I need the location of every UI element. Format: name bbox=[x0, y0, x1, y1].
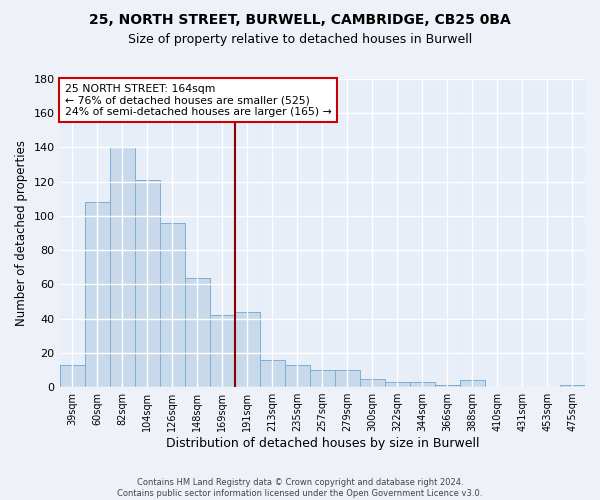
Bar bbox=[110, 148, 134, 387]
Text: Size of property relative to detached houses in Burwell: Size of property relative to detached ho… bbox=[128, 32, 472, 46]
Bar bbox=[560, 386, 585, 387]
Bar bbox=[285, 365, 310, 387]
Bar bbox=[209, 315, 235, 387]
Bar bbox=[310, 370, 335, 387]
Bar bbox=[260, 360, 285, 387]
Text: 25 NORTH STREET: 164sqm
← 76% of detached houses are smaller (525)
24% of semi-d: 25 NORTH STREET: 164sqm ← 76% of detache… bbox=[65, 84, 332, 117]
Bar bbox=[460, 380, 485, 387]
Bar bbox=[235, 312, 260, 387]
Bar bbox=[335, 370, 360, 387]
Bar bbox=[410, 382, 435, 387]
Bar bbox=[160, 223, 185, 387]
Bar bbox=[85, 202, 110, 387]
Bar bbox=[360, 378, 385, 387]
Text: Contains HM Land Registry data © Crown copyright and database right 2024.
Contai: Contains HM Land Registry data © Crown c… bbox=[118, 478, 482, 498]
Text: 25, NORTH STREET, BURWELL, CAMBRIDGE, CB25 0BA: 25, NORTH STREET, BURWELL, CAMBRIDGE, CB… bbox=[89, 12, 511, 26]
Bar bbox=[185, 278, 209, 387]
Bar bbox=[59, 365, 85, 387]
X-axis label: Distribution of detached houses by size in Burwell: Distribution of detached houses by size … bbox=[166, 437, 479, 450]
Bar bbox=[134, 180, 160, 387]
Bar bbox=[385, 382, 410, 387]
Bar bbox=[435, 386, 460, 387]
Y-axis label: Number of detached properties: Number of detached properties bbox=[15, 140, 28, 326]
